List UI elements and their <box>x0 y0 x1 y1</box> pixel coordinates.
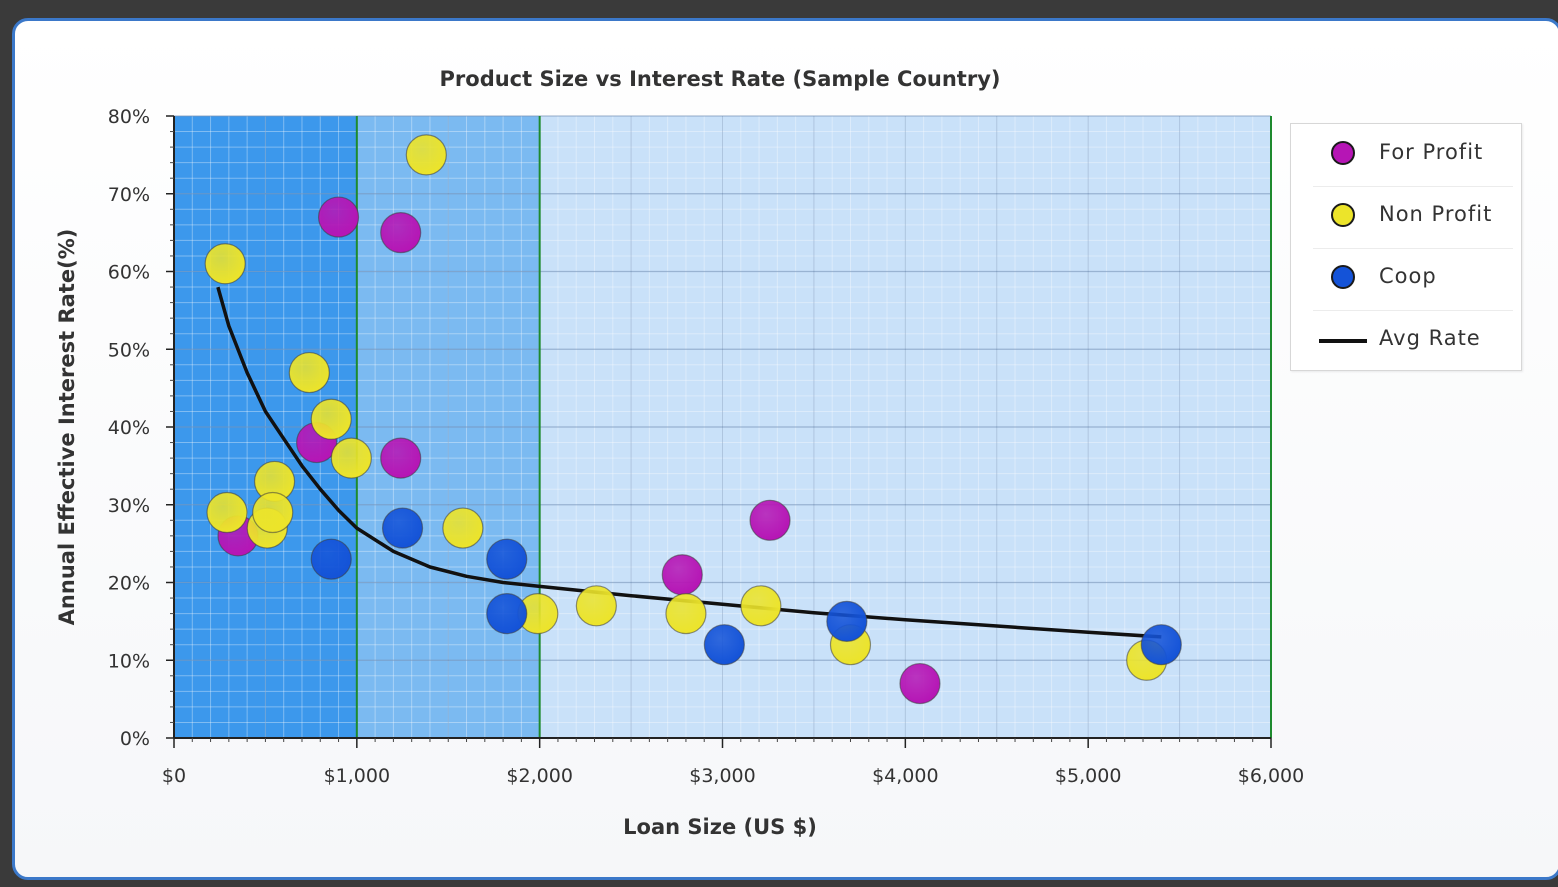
legend-label: Coop <box>1379 264 1437 288</box>
y-tick-label: 10% <box>108 650 150 672</box>
non-profit-point <box>740 585 782 627</box>
coop-marker-icon <box>1331 265 1355 289</box>
coop-point <box>703 624 745 666</box>
y-tick-label: 80% <box>108 106 150 128</box>
x-tick-label: $0 <box>162 765 186 787</box>
non-profit-point <box>204 243 246 285</box>
y-tick-label: 50% <box>108 339 150 361</box>
for-profit-point <box>661 554 703 596</box>
for-profit-point <box>317 196 360 238</box>
y-tick-label: 0% <box>120 728 150 750</box>
x-tick-label: $2,000 <box>506 765 572 787</box>
x-tick-label: $3,000 <box>689 765 755 787</box>
legend-label: Non Profit <box>1379 202 1493 226</box>
non-profit-point <box>310 398 352 440</box>
non-profit-point <box>442 507 484 549</box>
x-tick-label: $1,000 <box>324 765 390 787</box>
x-tick-label: $6,000 <box>1238 765 1304 787</box>
avg-rate-line-icon <box>1319 339 1367 343</box>
legend-label: For Profit <box>1379 140 1484 164</box>
coop-point <box>826 600 868 642</box>
for-profit-marker-icon <box>1331 141 1355 165</box>
legend-item-avg-rate: Avg Rate <box>1313 310 1513 372</box>
chart-title: Product Size vs Interest Rate (Sample Co… <box>440 67 1001 91</box>
non-profit-point <box>665 592 707 635</box>
non-profit-point <box>575 585 617 627</box>
coop-point <box>486 592 528 635</box>
y-tick-label: 20% <box>108 573 150 595</box>
legend-label: Avg Rate <box>1379 326 1481 350</box>
for-profit-point <box>899 662 941 705</box>
non-profit-point <box>206 491 248 534</box>
non-profit-point <box>288 351 330 394</box>
chart-legend: For Profit Non Profit Coop Avg Rate <box>1290 123 1522 371</box>
non-profit-point <box>405 134 447 176</box>
for-profit-point <box>380 212 422 254</box>
legend-item-coop: Coop <box>1313 248 1513 311</box>
for-profit-point <box>380 437 422 479</box>
y-tick-label: 40% <box>108 417 150 439</box>
avg-rate-line <box>216 286 1162 639</box>
plot-area: 0% 10% 20% 30% 40% 50% 60% 70% 80% $0 $1,000 $2,000… <box>108 106 1304 787</box>
for-profit-point <box>749 499 791 541</box>
y-tick-label: 30% <box>108 495 150 517</box>
non-profit-point <box>330 437 372 479</box>
non-profit-point <box>252 491 294 534</box>
y-axis-label: Annual Effective Interest Rate(%) <box>55 229 79 626</box>
coop-point <box>1140 624 1182 666</box>
y-tick-label: 70% <box>108 184 150 206</box>
y-tick-label: 60% <box>108 262 150 284</box>
coop-point <box>381 507 424 549</box>
non-profit-marker-icon <box>1331 203 1355 227</box>
x-tick-label: $5,000 <box>1055 765 1121 787</box>
x-axis-label: Loan Size (US $) <box>623 815 817 839</box>
legend-item-non-profit: Non Profit <box>1313 186 1513 249</box>
coop-point <box>310 538 352 580</box>
x-tick-label: $4,000 <box>872 765 938 787</box>
legend-item-for-profit: For Profit <box>1313 124 1513 187</box>
coop-point <box>486 538 528 580</box>
